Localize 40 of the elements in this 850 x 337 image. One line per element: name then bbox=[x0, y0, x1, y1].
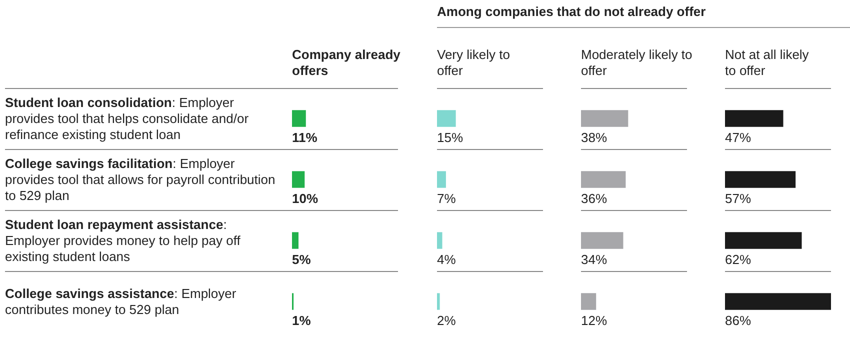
data-label: 11% bbox=[292, 130, 318, 146]
bar bbox=[725, 171, 796, 188]
bar bbox=[292, 232, 298, 249]
chart-title: Not at all likely to offer bbox=[725, 47, 810, 79]
data-label: 34% bbox=[581, 252, 608, 268]
y-tick-label: College savings assistance: Employer contributes money to 529 plan bbox=[5, 286, 236, 316]
data-label: 15% bbox=[437, 130, 464, 146]
bar bbox=[437, 293, 440, 310]
bar bbox=[581, 110, 628, 127]
text: Company already offers bbox=[292, 47, 402, 79]
data-label: 5% bbox=[292, 252, 312, 268]
bar bbox=[581, 232, 624, 249]
bar bbox=[725, 232, 802, 249]
data-label: 7% bbox=[437, 191, 456, 206]
bar bbox=[437, 232, 442, 249]
bar bbox=[292, 110, 306, 127]
chart-title: Very likely to offer bbox=[437, 47, 511, 79]
data-label: 12% bbox=[581, 313, 608, 328]
text: Among companies that do not already offer bbox=[437, 4, 706, 19]
y-tick-label: College savings facilitation: Employer provides tool that allows for payroll contribution to 529 plan bbox=[5, 156, 276, 202]
data-label: 10% bbox=[292, 191, 318, 206]
data-label: 62% bbox=[725, 252, 752, 268]
bar bbox=[437, 110, 456, 127]
data-label: 86% bbox=[725, 313, 752, 328]
bar bbox=[292, 171, 305, 188]
data-label: 36% bbox=[581, 191, 608, 206]
bar bbox=[725, 293, 831, 310]
data-label: 2% bbox=[437, 313, 456, 328]
data-label: 1% bbox=[292, 313, 312, 328]
y-tick-label: Student loan repayment assistance: Employer provides money to help pay off existing student loans bbox=[5, 216, 240, 264]
bar bbox=[581, 171, 626, 188]
data-label: 57% bbox=[725, 191, 752, 206]
bar bbox=[725, 110, 784, 127]
data-label: 4% bbox=[437, 252, 456, 268]
data-label: 47% bbox=[725, 130, 752, 146]
y-tick-label: Student loan consolidation: Employer provides tool that helps consolidate and/or refinance existing student loan bbox=[5, 94, 249, 142]
chart-title: Moderately likely to offer bbox=[581, 47, 694, 79]
data-label: 38% bbox=[581, 130, 608, 146]
bar bbox=[437, 171, 446, 188]
bar bbox=[581, 293, 596, 310]
